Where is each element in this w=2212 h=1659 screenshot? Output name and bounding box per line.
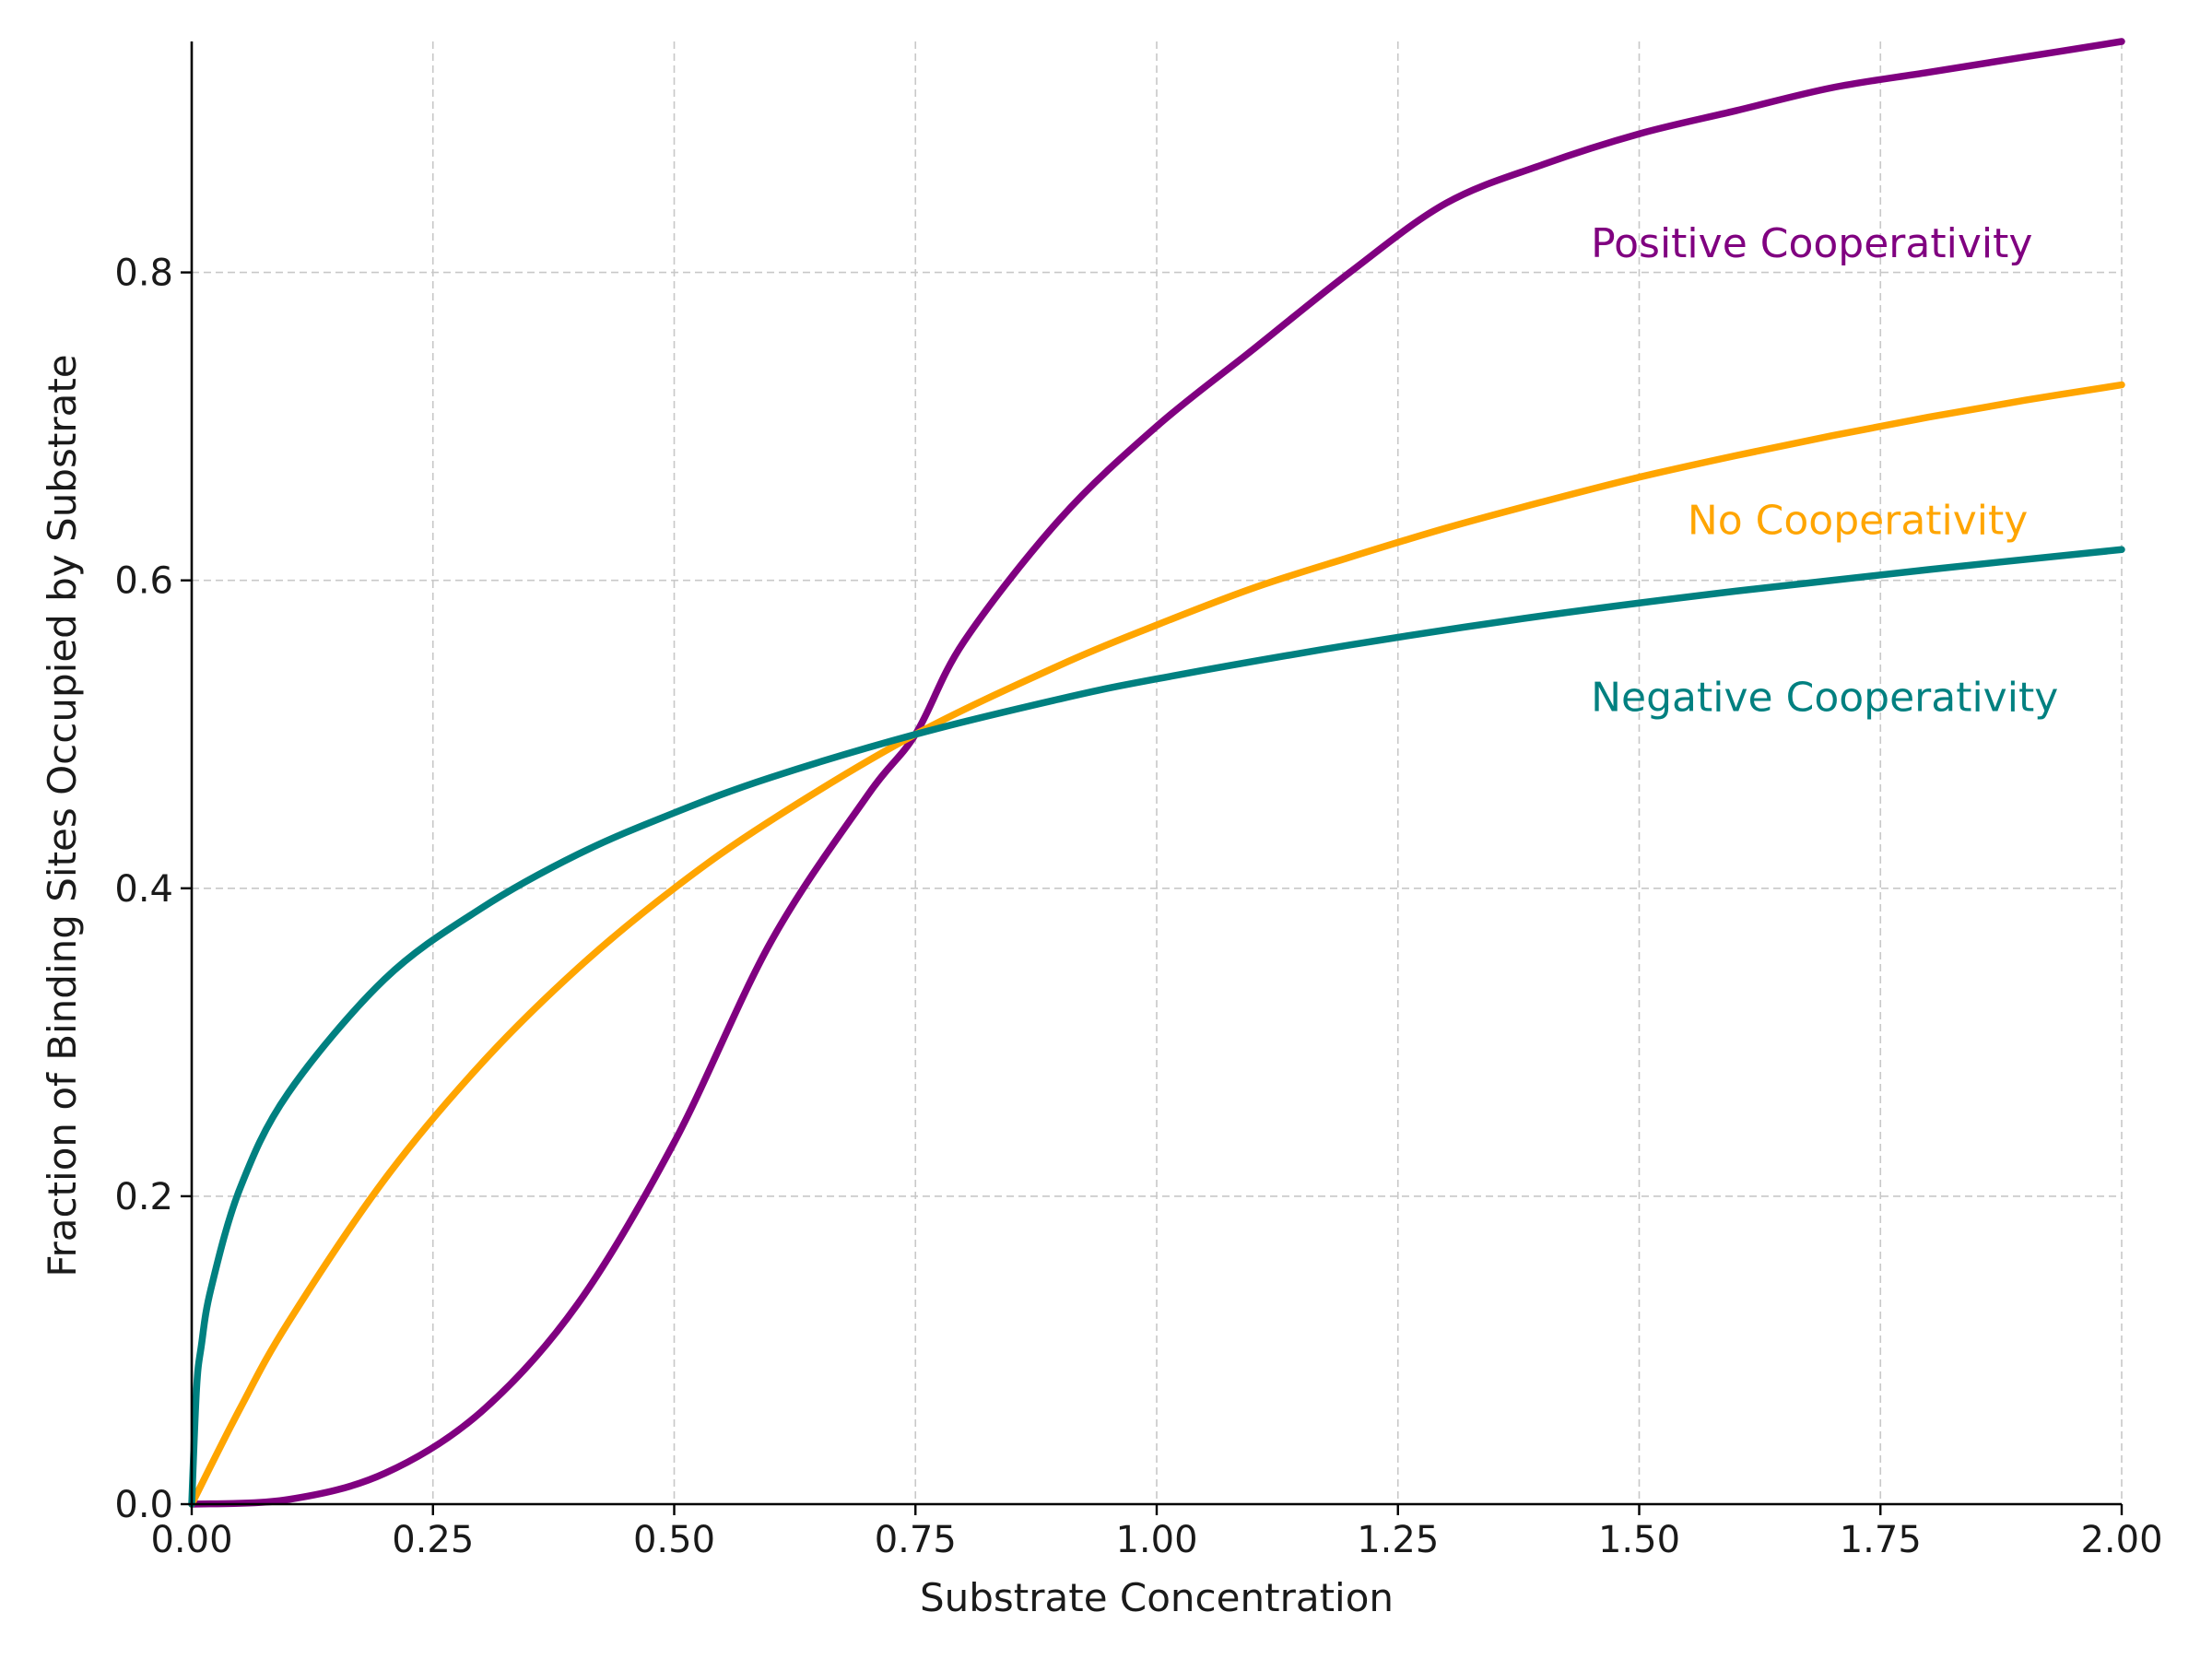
x-tick-label: 0.00 bbox=[150, 1519, 232, 1561]
y-tick-label: 0.2 bbox=[114, 1176, 173, 1218]
series-line-positive-cooperativity bbox=[188, 38, 2125, 1508]
series-label-positive-cooperativity: Positive Cooperativity bbox=[1591, 220, 2032, 267]
y-tick-label: 0.6 bbox=[114, 560, 173, 603]
x-tick-label: 0.50 bbox=[633, 1519, 715, 1561]
x-tick-label: 0.25 bbox=[392, 1519, 474, 1561]
series-line-negative-cooperativity bbox=[188, 546, 2125, 1508]
x-tick-label: 0.75 bbox=[875, 1519, 957, 1561]
y-tick-label: 0.4 bbox=[114, 868, 173, 911]
series-lines bbox=[188, 38, 2125, 1508]
series-labels: Positive Cooperativity No Cooperativity Ne… bbox=[1591, 220, 2058, 722]
x-tick-label: 2.00 bbox=[2080, 1519, 2162, 1561]
x-tick-label: 1.50 bbox=[1598, 1519, 1680, 1561]
y-axis-label: Fraction of Binding Sites Occupied by Su… bbox=[40, 354, 85, 1277]
y-tick-label: 0.0 bbox=[114, 1484, 173, 1526]
grid bbox=[192, 41, 2123, 1504]
series-label-no-cooperativity: No Cooperativity bbox=[1688, 498, 2028, 545]
x-axis-label: Substrate Concentration bbox=[920, 1575, 1394, 1620]
x-tick-label: 1.25 bbox=[1357, 1519, 1439, 1561]
series-label-negative-cooperativity: Negative Cooperativity bbox=[1591, 675, 2058, 722]
ticks: 0.00 0.25 0.50 0.75 1.00 1.25 1.50 1.75 2.00 0.0 0… bbox=[114, 253, 2162, 1561]
series-line-no-cooperativity bbox=[188, 381, 2125, 1508]
x-tick-label: 1.00 bbox=[1115, 1519, 1197, 1561]
x-tick-label: 1.75 bbox=[1840, 1519, 1922, 1561]
y-tick-label: 0.8 bbox=[114, 253, 173, 295]
